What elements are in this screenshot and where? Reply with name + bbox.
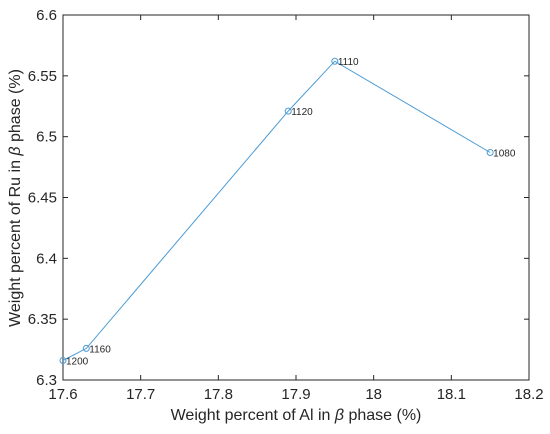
x-tick-label: 18.2 (514, 386, 543, 403)
y-tick-label: 6.4 (36, 250, 57, 267)
y-tick-label: 6.45 (28, 190, 57, 207)
data-point-label: 1160 (89, 344, 111, 355)
y-axis-label-pre: Weight percent of Ru in (7, 156, 24, 327)
data-point-label: 1120 (291, 107, 313, 118)
x-tick-label: 17.6 (48, 386, 77, 403)
x-axis-ticks: 17.6 17.7 17.8 17.9 18 18.1 18.2 (48, 15, 544, 403)
y-tick-label: 6.3 (36, 372, 57, 389)
x-axis-label: Weight percent of Al in β phase (%) (171, 407, 422, 424)
series-line (62, 60, 491, 361)
data-point-label: 1080 (493, 148, 516, 159)
data-point (82, 344, 90, 352)
x-axis-label-post: phase (%) (344, 407, 421, 424)
x-tick-label: 18 (365, 386, 382, 403)
data-points (59, 57, 494, 365)
y-axis-label-symbol: β (7, 146, 24, 156)
y-axis-label: Weight percent of Ru in β phase (%) (7, 69, 24, 327)
y-tick-label: 6.6 (36, 7, 57, 24)
plot-area (62, 14, 530, 381)
data-point (331, 57, 339, 65)
data-point (284, 107, 292, 115)
data-point (59, 357, 67, 365)
data-point-label: 1200 (66, 357, 89, 368)
y-axis-label-post: phase (%) (7, 69, 24, 146)
data-point-label: 1110 (338, 57, 359, 68)
x-axis-label-symbol: β (334, 407, 344, 424)
y-axis-ticks: 6.3 6.35 6.4 6.45 6.5 6.55 6.6 (28, 7, 529, 389)
x-tick-label: 17.8 (204, 386, 233, 403)
x-tick-label: 17.9 (281, 386, 310, 403)
x-tick-label: 17.7 (126, 386, 155, 403)
y-tick-label: 6.5 (36, 129, 57, 146)
y-tick-label: 6.55 (28, 68, 57, 85)
x-axis-label-pre: Weight percent of Al in (171, 407, 335, 424)
y-tick-label: 6.35 (28, 311, 57, 328)
data-point (486, 148, 494, 156)
x-tick-label: 18.1 (437, 386, 466, 403)
